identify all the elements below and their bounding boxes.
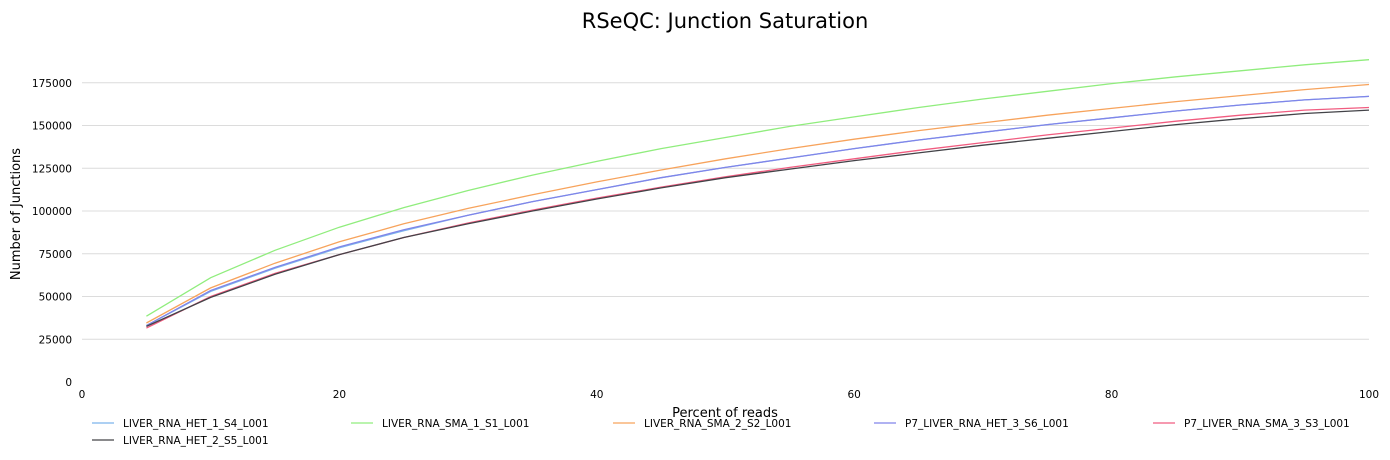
y-tick-label: 175000 (32, 78, 72, 90)
series-line (146, 109, 1370, 327)
series-line (146, 106, 1370, 329)
y-tick-label: 0 (65, 377, 72, 389)
series-layer (146, 59, 1370, 329)
legend-label: LIVER_RNA_SMA_2_S2_L001 (644, 418, 791, 430)
legend-item[interactable]: LIVER_RNA_SMA_2_S2_L001 (613, 418, 791, 430)
y-tick-label: 50000 (39, 292, 72, 304)
legend-label: LIVER_RNA_SMA_1_S1_L001 (382, 418, 529, 430)
series-line (146, 95, 1370, 327)
y-tick-label: 25000 (39, 334, 72, 346)
series-line (146, 59, 1370, 317)
y-tick-label: 150000 (32, 121, 72, 133)
x-tick-label: 60 (848, 389, 861, 401)
legend-label: P7_LIVER_RNA_HET_3_S6_L001 (905, 418, 1069, 430)
legend-item[interactable]: LIVER_RNA_HET_2_S5_L001 (92, 435, 269, 447)
chart-title: RSeQC: Junction Saturation (582, 9, 869, 33)
y-tick-label: 75000 (39, 249, 72, 261)
x-tick-label: 20 (333, 389, 346, 401)
legend-item[interactable]: LIVER_RNA_SMA_1_S1_L001 (351, 418, 529, 430)
legend-item[interactable]: P7_LIVER_RNA_SMA_3_S3_L001 (1153, 418, 1350, 430)
y-tick-label: 125000 (32, 163, 72, 175)
series-line (146, 83, 1370, 324)
legend-label: LIVER_RNA_HET_2_S5_L001 (123, 435, 269, 447)
x-tick-label: 80 (1105, 389, 1118, 401)
legend-label: LIVER_RNA_HET_1_S4_L001 (123, 418, 269, 430)
x-tick-label: 0 (79, 389, 86, 401)
legend-label: P7_LIVER_RNA_SMA_3_S3_L001 (1184, 418, 1350, 430)
legend: LIVER_RNA_HET_1_S4_L001 LIVER_RNA_SMA_1_S… (92, 418, 1350, 447)
x-tick-label: 40 (590, 389, 603, 401)
x-axis-label: Percent of reads (672, 406, 778, 421)
x-axis-ticks: 0 20 40 60 80 100 (79, 389, 1379, 401)
x-tick-label: 100 (1359, 389, 1379, 401)
legend-item[interactable]: P7_LIVER_RNA_HET_3_S6_L001 (874, 418, 1069, 430)
y-axis-ticks: 0 25000 50000 75000 100000 125000 150000 175000 (32, 78, 72, 389)
y-tick-label: 100000 (32, 206, 72, 218)
grid-layer (82, 82, 1369, 340)
y-axis-label: Number of Junctions (9, 148, 24, 280)
legend-item[interactable]: LIVER_RNA_HET_1_S4_L001 (92, 418, 269, 430)
